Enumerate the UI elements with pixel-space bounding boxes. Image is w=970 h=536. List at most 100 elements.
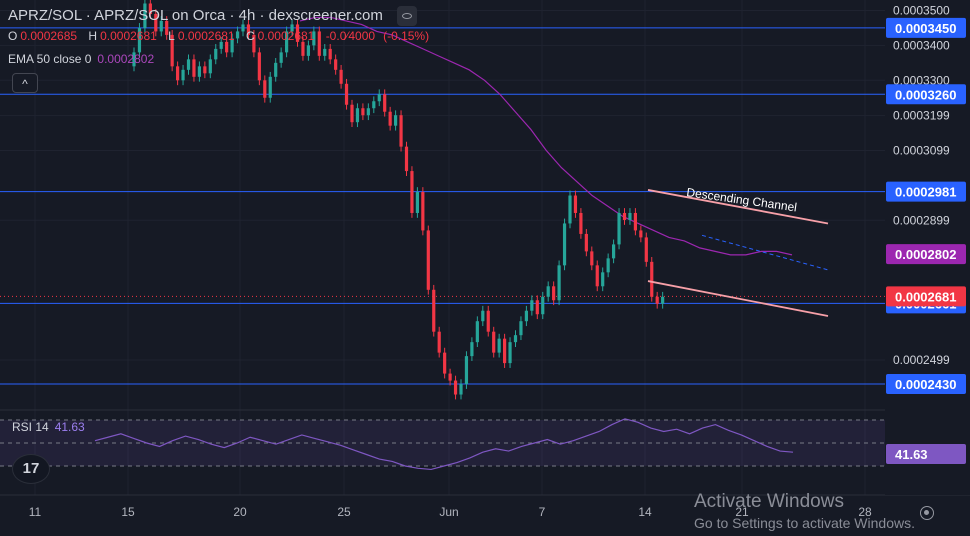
level-price-badge-bg (886, 17, 966, 38)
ohlc-low-value: 0.0002681 (177, 29, 235, 43)
settings-icon[interactable] (920, 506, 934, 520)
candle-body (263, 80, 267, 98)
candle-body (524, 310, 528, 322)
candle-body (246, 24, 251, 35)
candle-body (470, 342, 474, 357)
candle-body (568, 195, 572, 224)
candle-body (622, 212, 627, 220)
candle-body (350, 104, 354, 123)
candle-body (312, 31, 316, 46)
activate-windows-title: Activate Windows (694, 491, 844, 512)
channel-mid-line (701, 234, 829, 271)
candle-body (530, 300, 534, 311)
candle-body (590, 251, 594, 266)
candle-body (344, 83, 349, 105)
candle-body (225, 41, 229, 53)
horizontal-levels (0, 27, 885, 385)
level-price-badge-bg (886, 84, 966, 105)
candle-body (601, 272, 605, 287)
candle-body (443, 352, 447, 374)
x-tick-label: 14 (638, 505, 652, 519)
rsi-value-badge-bg (886, 444, 966, 464)
y-tick-label: 0.0003400 (893, 38, 950, 52)
ema-label: EMA 50 close 0 (8, 52, 92, 66)
candle-body (285, 31, 289, 53)
candle-body (197, 66, 201, 77)
y-tick-label: 0.0003199 (893, 109, 950, 123)
collapse-legend-button[interactable]: ^ (12, 73, 38, 93)
candle-body (513, 335, 518, 343)
candle-body (143, 3, 147, 28)
candle-body (552, 286, 556, 301)
candle-body (661, 296, 665, 304)
candle-body (137, 27, 142, 53)
candle-body (241, 24, 245, 32)
candle-body (639, 230, 643, 238)
candle-body (334, 59, 338, 70)
candle-body (503, 338, 507, 364)
candle-body (366, 108, 370, 116)
eye-icon[interactable] (397, 6, 418, 26)
candle-body (295, 24, 300, 42)
level-price-badge: 0.0003450 (895, 21, 956, 36)
channel-lower-line (647, 280, 829, 317)
candle-body (486, 310, 490, 332)
candle-body (415, 192, 419, 213)
ohlc-close-key: C (245, 29, 255, 43)
y-tick-label: 0.0003099 (893, 143, 950, 157)
candle-body (497, 338, 501, 353)
price-axis: 0.0003500 0.0003400 0.0003300 0.0003199 0.00… (885, 0, 970, 495)
candle-body (252, 34, 256, 53)
candle-body (214, 48, 218, 60)
ohlc-change-value: -0.0⁄4000 (325, 29, 376, 43)
x-tick-label: 11 (29, 505, 42, 519)
candle-body (186, 59, 191, 70)
candle-body (148, 3, 152, 14)
candle-body (595, 265, 599, 287)
candle-body (535, 300, 539, 315)
candle-body (573, 195, 578, 213)
ohlc-readout: O 0.0002685 H 0.0002681 L 0.0002681 C 0.0002… (8, 29, 437, 43)
ema-price-badge: 0.0002802 (895, 247, 956, 262)
tradingview-logo[interactable]: 17 (12, 454, 50, 484)
ema-price-badge-bg (886, 244, 966, 265)
candle-body (388, 111, 392, 126)
level-price-badge: 0.0002430 (895, 377, 956, 392)
y-tick-label: 0.0002499 (893, 353, 950, 367)
ema-layer (299, 16, 793, 256)
candle-body (192, 59, 196, 77)
candle-body (606, 258, 610, 273)
candle-body (557, 265, 561, 301)
candle-body (546, 286, 550, 297)
level-price-badge-bg (886, 374, 966, 395)
candle-body (508, 342, 512, 364)
x-tick-label: 25 (337, 505, 351, 519)
chart-title: APRZ/SOL · APRZ/SOL on Orca · 4h · dexsc… (8, 6, 418, 26)
rsi-panel (0, 418, 885, 471)
candle-body (650, 261, 654, 297)
candle-body (519, 321, 523, 336)
candle-body (377, 94, 381, 102)
candle-body (426, 230, 430, 290)
ohlc-close-value: 0.0002681 (257, 29, 315, 43)
candle-body (410, 171, 414, 213)
candle-body (268, 76, 272, 98)
activate-windows-subtitle: Go to Settings to activate Windows. (694, 515, 915, 531)
candle-body (437, 331, 441, 353)
candle-body (541, 296, 545, 315)
last-price-badge: 0.0002681 (895, 289, 956, 304)
candle-body (579, 212, 583, 234)
x-tick-label: 21 (735, 505, 749, 519)
rsi-legend: RSI 14 41.63 (12, 420, 85, 434)
candle-body (328, 48, 332, 60)
candle-body (399, 115, 403, 147)
candle-body (612, 244, 616, 259)
rsi-value-badge: 41.63 (895, 447, 928, 462)
candle-body (361, 108, 365, 116)
level-price-badge-bg (886, 181, 966, 202)
ohlc-low-key: L (168, 29, 175, 43)
candle-body (176, 66, 180, 81)
candle-body (492, 331, 496, 353)
candle-body (644, 237, 648, 262)
